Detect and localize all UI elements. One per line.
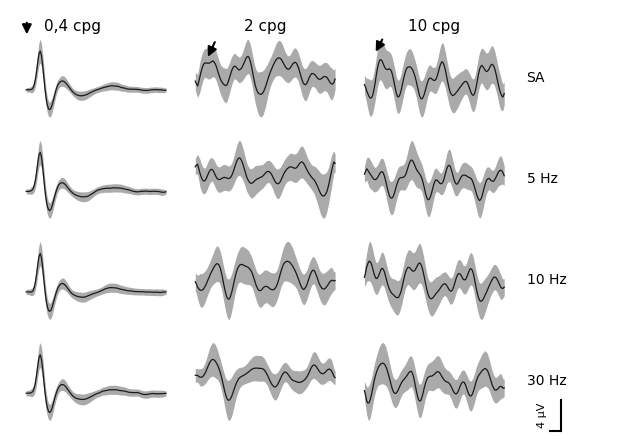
- Title: 2 cpg: 2 cpg: [244, 19, 286, 34]
- Text: 4 μV: 4 μV: [537, 403, 546, 428]
- Text: SA: SA: [527, 71, 545, 85]
- Text: 10 Hz: 10 Hz: [527, 274, 566, 287]
- Title: 10 cpg: 10 cpg: [408, 19, 460, 34]
- Text: 5 Hz: 5 Hz: [527, 172, 557, 186]
- Text: 30 Hz: 30 Hz: [527, 374, 566, 389]
- Title: 0,4 cpg: 0,4 cpg: [45, 19, 102, 34]
